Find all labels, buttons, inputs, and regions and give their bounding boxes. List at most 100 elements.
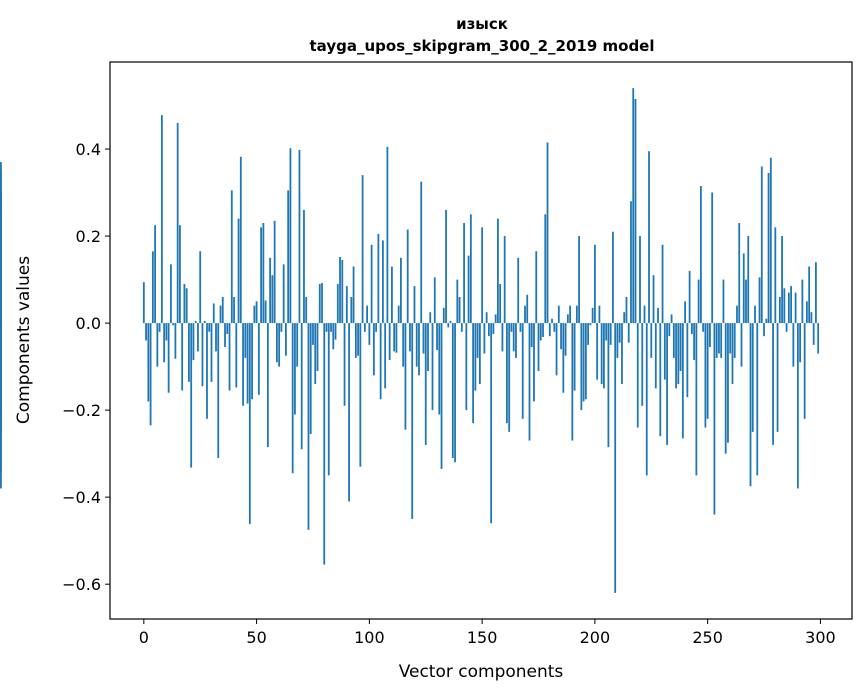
bar xyxy=(415,323,418,367)
bar xyxy=(591,307,594,324)
bar xyxy=(740,323,743,367)
bar xyxy=(675,323,677,389)
bar xyxy=(810,312,813,324)
bar xyxy=(607,323,610,448)
bar xyxy=(792,323,795,367)
bar xyxy=(476,323,479,358)
bar xyxy=(589,323,592,326)
bar xyxy=(614,323,617,593)
bar xyxy=(754,305,756,324)
bar xyxy=(210,323,213,382)
bar xyxy=(781,236,783,324)
bar xyxy=(555,323,558,376)
bar xyxy=(350,296,353,324)
bar xyxy=(402,323,405,367)
bar xyxy=(616,323,619,358)
bar xyxy=(605,323,608,341)
bar xyxy=(208,323,211,332)
bar xyxy=(501,323,504,352)
bar xyxy=(368,323,371,345)
bar xyxy=(666,323,668,445)
bar xyxy=(352,266,355,324)
bar xyxy=(515,323,517,358)
bar xyxy=(454,323,456,463)
x-tick-label: 0 xyxy=(139,628,149,647)
bar xyxy=(774,227,777,324)
bar xyxy=(273,220,276,324)
bar xyxy=(787,292,790,324)
bar xyxy=(603,323,605,389)
bar xyxy=(598,305,601,324)
bar xyxy=(163,323,166,363)
bar xyxy=(808,266,811,324)
bar xyxy=(571,323,574,441)
x-tick-label: 250 xyxy=(692,628,723,647)
x-axis-ticks: 0 50 100 150 200 250 300 xyxy=(139,619,836,647)
bar xyxy=(242,323,244,406)
x-tick-label: 300 xyxy=(805,628,836,647)
bar xyxy=(584,323,587,400)
bar xyxy=(654,323,657,389)
y-tick-label: 0.0 xyxy=(76,314,101,333)
bar xyxy=(289,148,292,324)
bar xyxy=(645,323,648,476)
bar xyxy=(769,157,772,324)
bar xyxy=(517,257,520,324)
bar xyxy=(553,323,556,332)
bar xyxy=(206,323,208,419)
bar xyxy=(627,323,630,343)
bar xyxy=(217,323,220,458)
bar xyxy=(237,218,240,324)
bar xyxy=(224,323,226,348)
bar xyxy=(278,323,281,367)
bar xyxy=(404,323,407,430)
bar xyxy=(375,323,378,332)
bar xyxy=(188,323,190,382)
bar xyxy=(693,323,696,361)
bar xyxy=(497,218,499,324)
plot-frame xyxy=(109,61,853,620)
bar xyxy=(636,323,639,428)
bar xyxy=(361,175,364,324)
bar xyxy=(546,142,549,324)
bar xyxy=(384,323,387,389)
bar xyxy=(587,323,590,345)
bar xyxy=(406,229,409,324)
bar xyxy=(332,323,335,350)
bar xyxy=(469,214,472,324)
chart-title-line-2: tayga_upos_skipgram_300_2_2019 model xyxy=(310,37,655,55)
bar xyxy=(391,266,393,324)
bar xyxy=(519,323,522,332)
x-axis-label: Vector components xyxy=(399,662,564,682)
bar xyxy=(722,279,725,324)
bar xyxy=(257,323,260,395)
bar xyxy=(639,236,641,324)
bar xyxy=(269,257,272,324)
bar xyxy=(575,305,578,324)
bar xyxy=(294,323,296,415)
bar xyxy=(492,323,495,334)
bar xyxy=(312,323,314,345)
bar xyxy=(699,186,702,324)
bar xyxy=(763,323,765,337)
bar xyxy=(731,323,734,385)
bar xyxy=(713,323,716,515)
bar xyxy=(201,323,204,387)
x-tick-label: 150 xyxy=(467,628,498,647)
bar xyxy=(305,296,308,324)
bar xyxy=(149,323,152,426)
bar xyxy=(264,300,267,324)
bar xyxy=(411,323,414,519)
bar xyxy=(526,294,529,324)
bar xyxy=(679,323,682,371)
bar xyxy=(751,323,754,432)
bar xyxy=(483,323,486,354)
bar xyxy=(794,292,797,324)
bar xyxy=(548,323,551,337)
y-tick-label: −0.2 xyxy=(62,401,101,420)
bar xyxy=(727,323,729,443)
bar xyxy=(194,320,197,324)
bar xyxy=(363,323,366,332)
bar xyxy=(506,323,508,424)
bar xyxy=(183,283,186,324)
